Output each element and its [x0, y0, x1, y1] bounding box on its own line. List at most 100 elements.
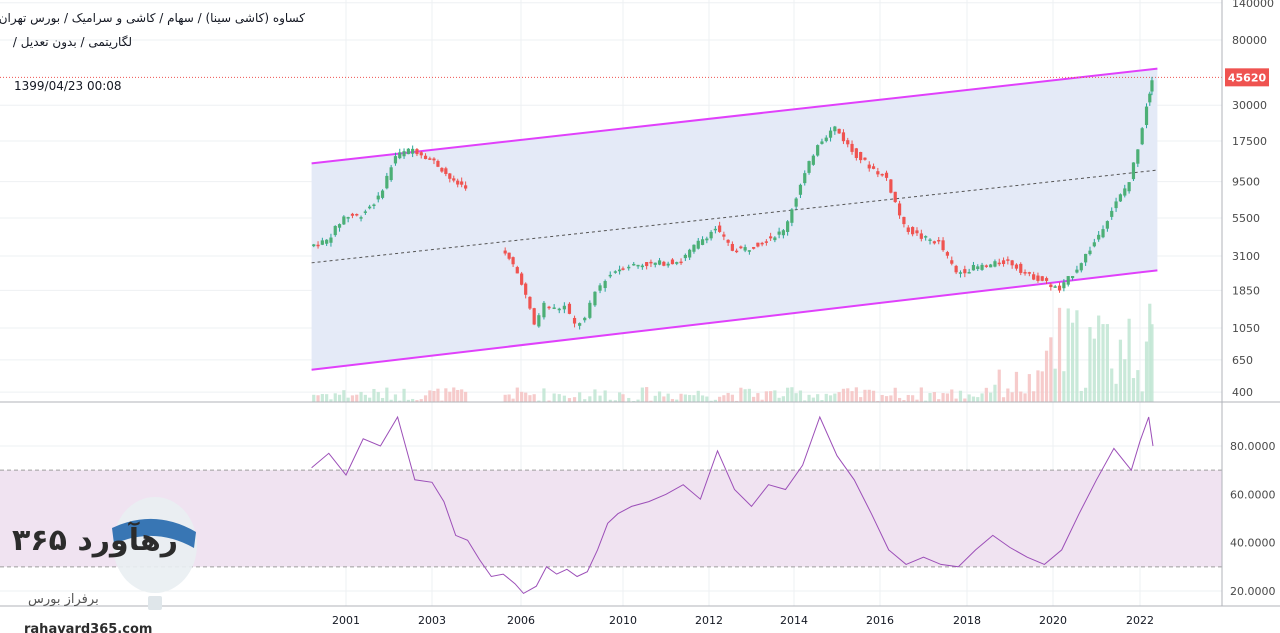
- candle[interactable]: [640, 265, 644, 268]
- candle[interactable]: [971, 264, 976, 271]
- candle[interactable]: [511, 257, 515, 265]
- candle[interactable]: [726, 239, 730, 243]
- candle[interactable]: [756, 242, 760, 247]
- candle[interactable]: [1092, 242, 1096, 247]
- candle[interactable]: [713, 228, 717, 231]
- channel-lower-line[interactable]: [311, 269, 1158, 371]
- candle[interactable]: [919, 233, 923, 239]
- candle[interactable]: [444, 168, 448, 174]
- candle[interactable]: [730, 243, 734, 251]
- candle[interactable]: [807, 161, 811, 173]
- candle[interactable]: [850, 143, 854, 152]
- candle[interactable]: [428, 158, 432, 160]
- candle[interactable]: [653, 262, 657, 265]
- candle[interactable]: [1001, 260, 1006, 265]
- candle[interactable]: [547, 306, 551, 309]
- candle[interactable]: [1144, 106, 1149, 125]
- channel-upper-line[interactable]: [311, 67, 1158, 165]
- candle[interactable]: [1006, 259, 1010, 261]
- candle[interactable]: [452, 178, 456, 181]
- candle[interactable]: [1118, 194, 1123, 202]
- candle[interactable]: [406, 148, 410, 155]
- candle[interactable]: [906, 227, 910, 232]
- candle[interactable]: [1110, 210, 1114, 217]
- candle[interactable]: [1014, 264, 1019, 269]
- candle[interactable]: [688, 249, 692, 258]
- candle[interactable]: [524, 283, 528, 295]
- candle[interactable]: [718, 225, 722, 232]
- candle[interactable]: [670, 259, 675, 265]
- candle[interactable]: [876, 171, 880, 175]
- rsi-line[interactable]: [311, 415, 1154, 595]
- candle[interactable]: [880, 173, 884, 176]
- candle[interactable]: [312, 244, 316, 247]
- candle[interactable]: [537, 315, 541, 327]
- candle[interactable]: [1040, 276, 1044, 281]
- candle[interactable]: [372, 204, 376, 207]
- candle[interactable]: [867, 164, 871, 169]
- candle[interactable]: [1075, 269, 1079, 273]
- candle[interactable]: [932, 241, 936, 244]
- candle[interactable]: [1053, 286, 1057, 288]
- candle[interactable]: [503, 250, 507, 254]
- candle[interactable]: [1070, 275, 1075, 279]
- candle[interactable]: [859, 152, 863, 161]
- channel-median-line[interactable]: [311, 169, 1158, 264]
- candle[interactable]: [415, 149, 419, 155]
- candle[interactable]: [700, 239, 705, 245]
- candle[interactable]: [350, 213, 355, 216]
- candle[interactable]: [803, 173, 807, 184]
- candle[interactable]: [893, 191, 897, 203]
- candle[interactable]: [747, 250, 751, 252]
- candle[interactable]: [752, 247, 756, 249]
- candle[interactable]: [583, 317, 587, 321]
- candle[interactable]: [722, 234, 726, 237]
- candle[interactable]: [1088, 250, 1092, 255]
- candle[interactable]: [448, 173, 452, 179]
- candle[interactable]: [1150, 80, 1154, 92]
- candle[interactable]: [1010, 260, 1014, 266]
- candle[interactable]: [1079, 263, 1083, 271]
- candle[interactable]: [1140, 128, 1144, 145]
- candle[interactable]: [1101, 229, 1105, 238]
- candle[interactable]: [621, 268, 625, 270]
- candle[interactable]: [1019, 263, 1023, 273]
- candle[interactable]: [773, 237, 777, 241]
- candle[interactable]: [863, 157, 867, 160]
- candle[interactable]: [841, 132, 846, 142]
- candle[interactable]: [572, 317, 577, 324]
- candle[interactable]: [1131, 162, 1136, 180]
- candle[interactable]: [798, 184, 803, 195]
- candle[interactable]: [440, 167, 444, 172]
- candle[interactable]: [320, 240, 324, 245]
- candle[interactable]: [393, 156, 398, 164]
- candle[interactable]: [1123, 188, 1127, 196]
- candle[interactable]: [1097, 234, 1101, 240]
- candle[interactable]: [436, 160, 440, 167]
- candle[interactable]: [1032, 274, 1036, 280]
- candle[interactable]: [824, 137, 828, 142]
- candle[interactable]: [532, 308, 536, 325]
- candle[interactable]: [743, 247, 747, 251]
- candle[interactable]: [950, 260, 954, 264]
- candle[interactable]: [507, 252, 511, 259]
- candle[interactable]: [675, 262, 679, 264]
- candle[interactable]: [1127, 182, 1131, 192]
- candle[interactable]: [1148, 93, 1152, 103]
- candle[interactable]: [636, 264, 640, 267]
- candle[interactable]: [967, 272, 971, 274]
- candle[interactable]: [739, 246, 743, 249]
- candle[interactable]: [552, 307, 556, 309]
- candle[interactable]: [608, 274, 612, 277]
- candle[interactable]: [871, 166, 876, 169]
- candle[interactable]: [464, 185, 468, 189]
- candle[interactable]: [666, 263, 670, 266]
- candle[interactable]: [820, 141, 824, 144]
- candle[interactable]: [411, 148, 415, 154]
- candle[interactable]: [528, 296, 532, 309]
- candle[interactable]: [515, 267, 519, 274]
- candle[interactable]: [419, 152, 423, 156]
- candle[interactable]: [760, 242, 764, 245]
- candle[interactable]: [389, 167, 393, 181]
- candle[interactable]: [692, 244, 696, 252]
